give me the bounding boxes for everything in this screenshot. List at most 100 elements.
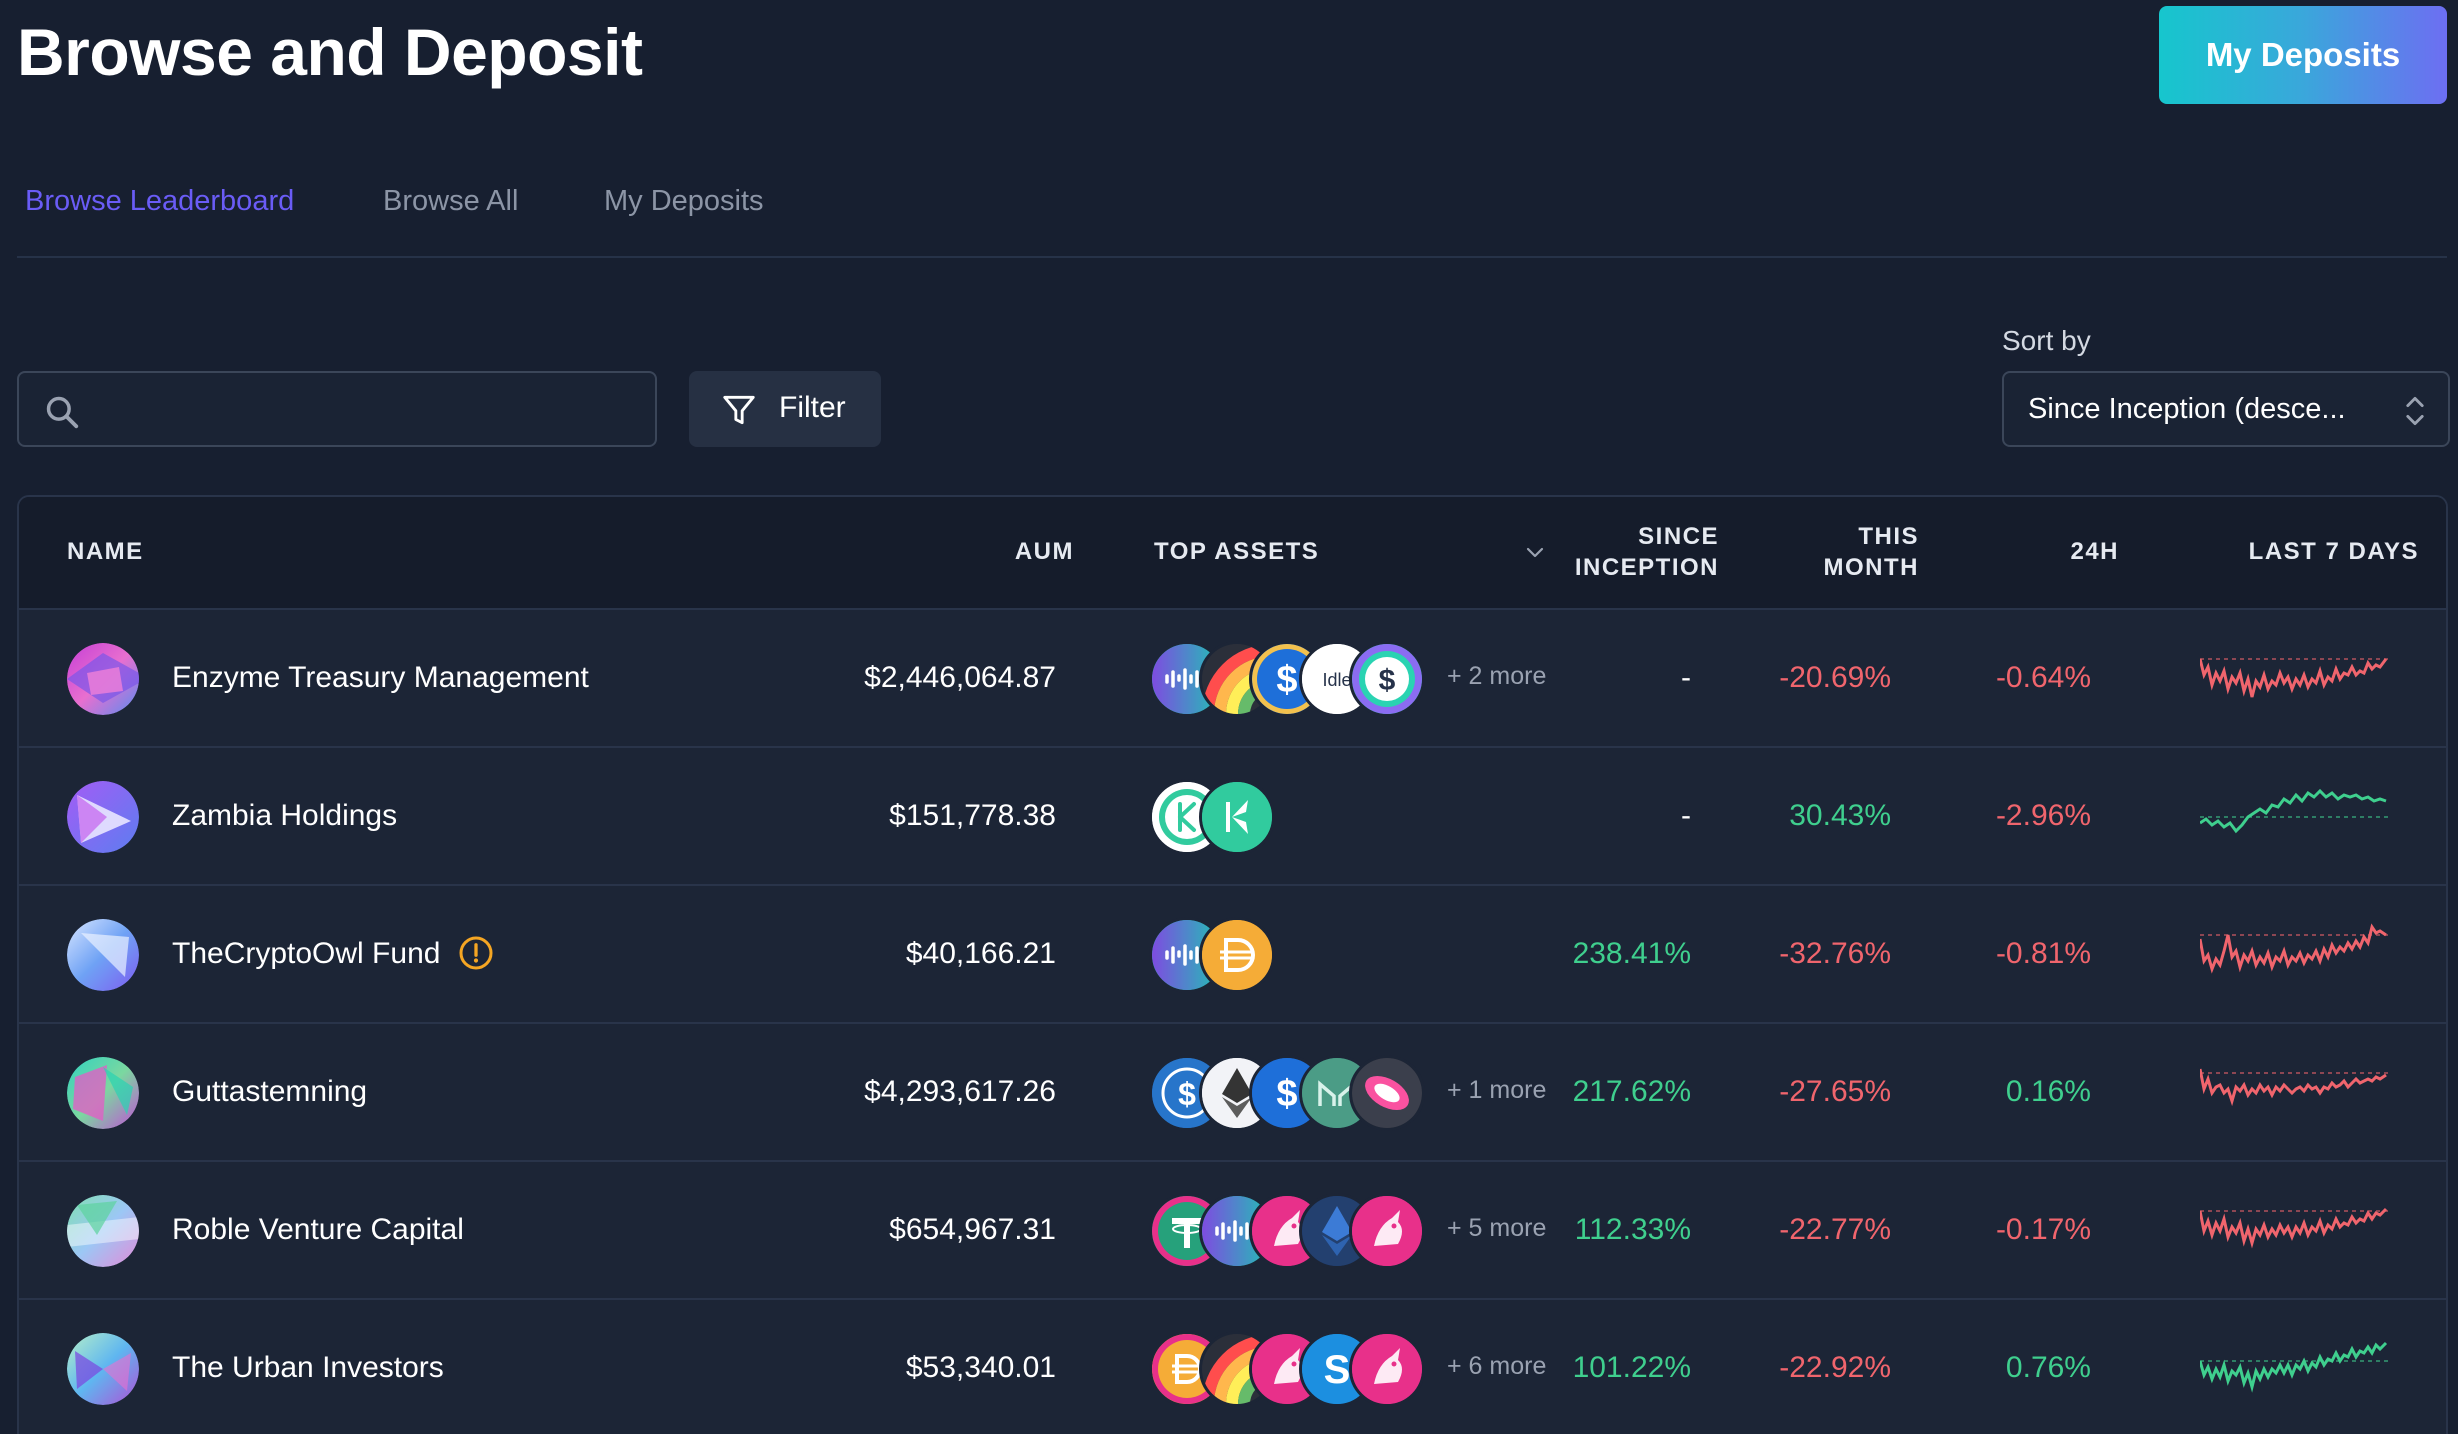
sparkline-chart [2200, 1207, 2390, 1249]
fund-name[interactable]: Enzyme Treasury Management [172, 661, 589, 694]
page-title: Browse and Deposit [17, 15, 643, 89]
sort-select[interactable]: Since Inception (desce... [2002, 371, 2450, 447]
table-header: NAME AUM TOP ASSETS SINCE INCEPTION THIS… [19, 497, 2446, 610]
this-month-value: -20.69% [1779, 661, 1891, 694]
fund-name[interactable]: TheCryptoOwl Fund [172, 937, 441, 970]
warning-icon[interactable] [458, 935, 494, 971]
24h-value: -0.64% [1995, 661, 2091, 694]
tab-browse-leaderboard[interactable]: Browse Leaderboard [25, 185, 295, 217]
leaderboard-table: NAME AUM TOP ASSETS SINCE INCEPTION THIS… [17, 495, 2448, 1434]
fund-name[interactable]: Roble Venture Capital [172, 1213, 464, 1246]
column-header-since-inception-line1: SINCE [1638, 523, 1719, 550]
more-assets-label[interactable]: + 2 more [1447, 662, 1547, 690]
svg-text:$: $ [1379, 664, 1396, 697]
table-row[interactable]: Enzyme Treasury Management $2,446,064.87… [19, 610, 2446, 748]
this-month-value: -27.65% [1779, 1075, 1891, 1108]
since-inception-value: 101.22% [1572, 1351, 1691, 1384]
top-assets [1149, 917, 1569, 993]
dai-coin-icon [1199, 917, 1275, 993]
filter-label: Filter [779, 391, 846, 424]
this-month-value: 30.43% [1789, 799, 1891, 832]
fund-aum: $4,293,617.26 [864, 1075, 1056, 1108]
updown-chevron-icon [2406, 396, 2424, 426]
tab-browse-all[interactable]: Browse All [383, 185, 519, 217]
svg-text:S: S [1324, 1348, 1351, 1392]
top-assets: + 5 more [1149, 1193, 1569, 1269]
filter-button[interactable]: Filter [689, 371, 881, 447]
svg-text:$: $ [1178, 1076, 1196, 1112]
search-input[interactable] [99, 373, 639, 445]
idle-coin-label: Idle [1322, 670, 1351, 690]
column-header-this-month-line2: MONTH [1823, 554, 1919, 581]
column-header-aum[interactable]: AUM [1014, 538, 1074, 565]
this-month-value: -22.77% [1779, 1213, 1891, 1246]
kyber-coin-icon [1199, 779, 1275, 855]
fund-name[interactable]: The Urban Investors [172, 1351, 444, 1384]
24h-value: -2.96% [1995, 799, 2091, 832]
table-row[interactable]: Zambia Holdings $151,778.38 - 30.43% -2.… [19, 748, 2446, 886]
fund-aum: $151,778.38 [889, 799, 1056, 832]
column-header-last-7-days: LAST 7 DAYS [2248, 538, 2419, 565]
column-header-24h[interactable]: 24H [2070, 538, 2119, 565]
since-inception-value: - [1681, 661, 1691, 694]
sort-label: Sort by [2002, 325, 2091, 356]
sparkline-chart [2200, 1068, 2390, 1107]
since-inception-value: - [1681, 799, 1691, 832]
column-header-since-inception[interactable]: SINCE INCEPTION [1539, 521, 1719, 583]
cusd-coin-icon: $ [1349, 641, 1425, 717]
more-assets-label[interactable]: + 5 more [1447, 1214, 1547, 1242]
svg-text:$: $ [1276, 1073, 1297, 1115]
this-month-value: -22.92% [1779, 1351, 1891, 1384]
column-header-top-assets[interactable]: TOP ASSETS [1154, 538, 1320, 565]
search-icon [46, 396, 79, 429]
column-header-name[interactable]: NAME [67, 538, 144, 565]
24h-value: 0.16% [2005, 1075, 2091, 1108]
sparkline-chart [2200, 1341, 2390, 1393]
24h-value: 0.76% [2005, 1351, 2091, 1384]
chevron-down-icon[interactable] [1523, 540, 1547, 564]
column-header-since-inception-line2: INCEPTION [1574, 554, 1719, 581]
fund-aum: $654,967.31 [889, 1213, 1056, 1246]
since-inception-value: 112.33% [1574, 1213, 1691, 1246]
top-assets: S + 6 more [1149, 1331, 1569, 1407]
more-assets-label[interactable]: + 1 more [1447, 1076, 1547, 1104]
svg-text:$: $ [1276, 659, 1297, 701]
fund-avatar [67, 1333, 139, 1405]
fund-name[interactable]: Guttastemning [172, 1075, 368, 1108]
24h-value: -0.81% [1995, 937, 2091, 970]
more-assets-label[interactable]: + 6 more [1447, 1352, 1547, 1380]
this-month-value: -32.76% [1779, 937, 1891, 970]
tab-bar: Browse Leaderboard Browse All My Deposit… [17, 180, 2447, 258]
sort-value: Since Inception (desce... [2028, 393, 2346, 425]
fund-aum: $2,446,064.87 [864, 661, 1056, 694]
tab-my-deposits[interactable]: My Deposits [604, 185, 764, 217]
table-row[interactable]: Guttastemning $4,293,617.26 $ $ + 1 [19, 1024, 2446, 1162]
fund-avatar [67, 1057, 139, 1129]
table-row[interactable]: TheCryptoOwl Fund $40,166.21 238.41% -32… [19, 886, 2446, 1024]
fund-avatar [67, 643, 139, 715]
table-row[interactable]: Roble Venture Capital $654,967.31 [19, 1162, 2446, 1300]
column-header-this-month-line1: THIS [1858, 523, 1919, 550]
fund-aum: $40,166.21 [905, 937, 1056, 970]
fund-avatar [67, 1195, 139, 1267]
fund-avatar [67, 919, 139, 991]
fund-name[interactable]: Zambia Holdings [172, 799, 398, 832]
sparkline-chart [2200, 923, 2390, 974]
fund-aum: $53,340.01 [905, 1351, 1056, 1384]
sparkline-chart [2200, 788, 2390, 834]
my-deposits-button[interactable]: My Deposits [2159, 6, 2447, 104]
funnel-icon [723, 395, 755, 425]
sushi-coin-icon [1349, 1055, 1425, 1131]
top-assets [1149, 779, 1569, 855]
fund-avatar [67, 781, 139, 853]
search-box[interactable] [17, 371, 657, 447]
sparkline-chart [2200, 658, 2390, 698]
unicorn-coin-icon [1349, 1331, 1425, 1407]
column-header-this-month[interactable]: THIS MONTH [1739, 521, 1919, 583]
since-inception-value: 217.62% [1572, 1075, 1691, 1108]
24h-value: -0.17% [1995, 1213, 2091, 1246]
table-row[interactable]: The Urban Investors $53,340.01 S + [19, 1300, 2446, 1434]
since-inception-value: 238.41% [1572, 937, 1691, 970]
top-assets: $ Idle $ + 2 more [1149, 641, 1569, 717]
